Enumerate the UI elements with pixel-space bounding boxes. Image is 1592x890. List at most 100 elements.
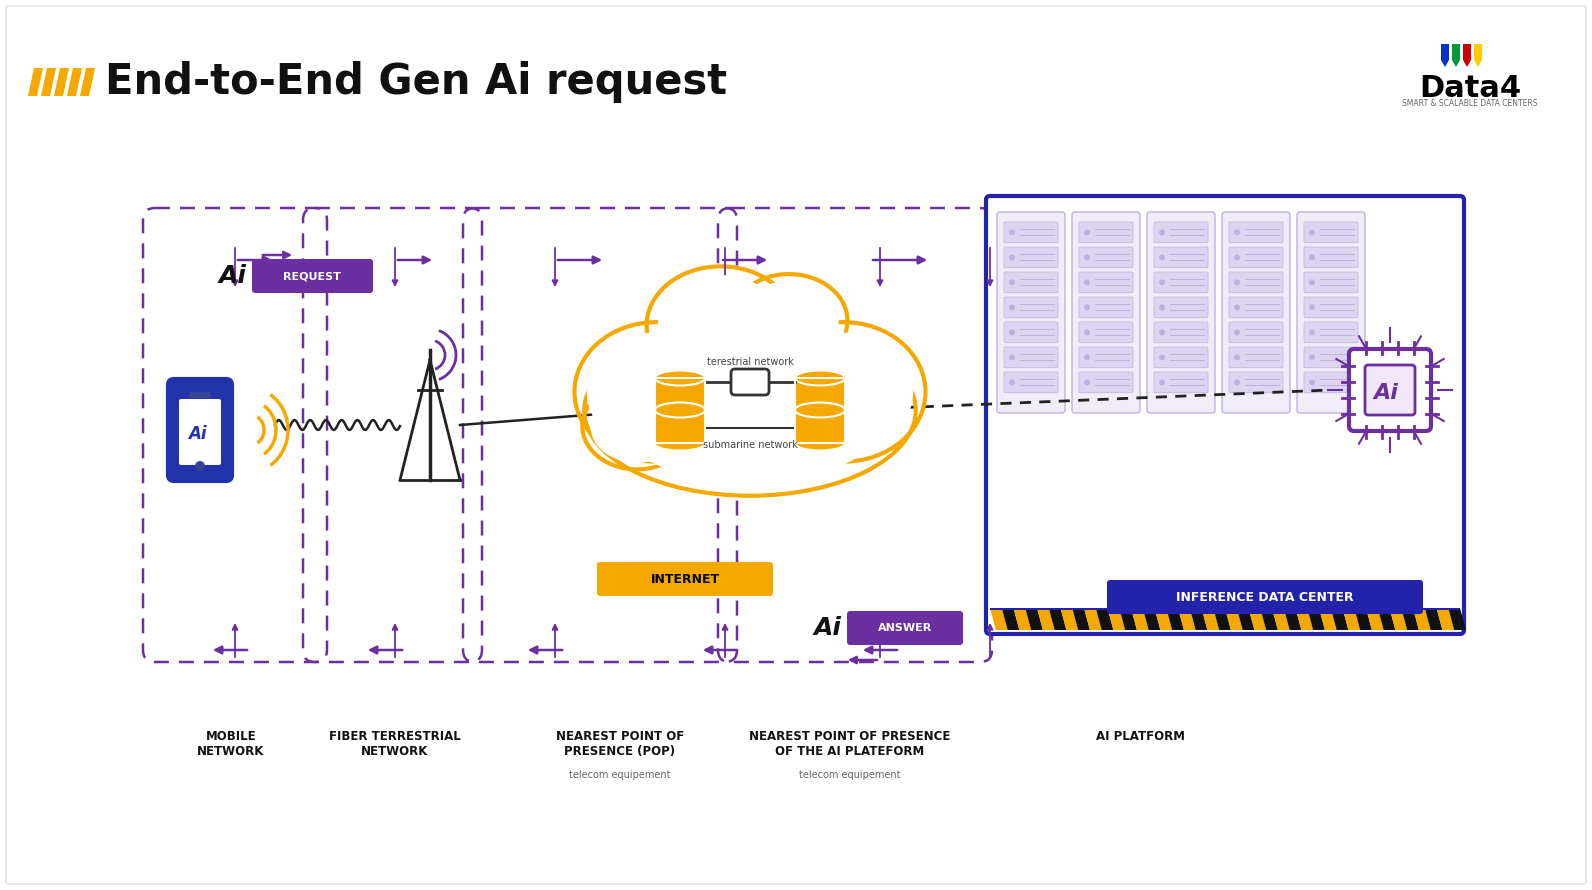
Polygon shape <box>1237 608 1254 630</box>
Ellipse shape <box>780 370 860 450</box>
Polygon shape <box>1213 608 1231 630</box>
Circle shape <box>1309 329 1315 336</box>
FancyBboxPatch shape <box>1146 212 1215 413</box>
Circle shape <box>1234 329 1240 336</box>
Polygon shape <box>1452 60 1460 67</box>
Polygon shape <box>1202 608 1219 630</box>
Circle shape <box>1009 279 1016 286</box>
Polygon shape <box>1355 608 1372 630</box>
Circle shape <box>1234 379 1240 385</box>
FancyBboxPatch shape <box>1304 372 1358 392</box>
Ellipse shape <box>761 322 925 462</box>
Polygon shape <box>1049 608 1067 630</box>
FancyBboxPatch shape <box>1154 372 1208 392</box>
Ellipse shape <box>739 281 839 360</box>
Circle shape <box>1084 304 1091 311</box>
Polygon shape <box>1283 608 1301 630</box>
Polygon shape <box>1320 608 1337 630</box>
Ellipse shape <box>587 333 726 451</box>
Polygon shape <box>1130 608 1148 630</box>
Polygon shape <box>1095 608 1113 630</box>
Ellipse shape <box>584 325 915 496</box>
FancyBboxPatch shape <box>1304 247 1358 268</box>
FancyBboxPatch shape <box>985 196 1465 634</box>
Polygon shape <box>1474 60 1482 67</box>
Polygon shape <box>1436 608 1453 630</box>
Ellipse shape <box>731 274 847 367</box>
FancyBboxPatch shape <box>1005 347 1059 368</box>
Polygon shape <box>1449 608 1466 630</box>
FancyBboxPatch shape <box>1071 212 1140 413</box>
Bar <box>990 608 1460 610</box>
Circle shape <box>1309 279 1315 286</box>
Ellipse shape <box>610 338 892 483</box>
Circle shape <box>1009 354 1016 360</box>
Text: FIBER TERRESTRIAL
NETWORK: FIBER TERRESTRIAL NETWORK <box>330 730 460 758</box>
Polygon shape <box>1261 608 1278 630</box>
Text: terestrial network: terestrial network <box>707 357 793 367</box>
Ellipse shape <box>640 370 720 450</box>
Text: MOBILE
NETWORK: MOBILE NETWORK <box>197 730 264 758</box>
FancyBboxPatch shape <box>1304 322 1358 343</box>
FancyBboxPatch shape <box>1154 222 1208 243</box>
Circle shape <box>1084 379 1091 385</box>
FancyBboxPatch shape <box>1154 297 1208 318</box>
Polygon shape <box>1463 60 1471 67</box>
Circle shape <box>1009 255 1016 261</box>
FancyBboxPatch shape <box>997 212 1065 413</box>
FancyBboxPatch shape <box>1229 322 1283 343</box>
Circle shape <box>1159 255 1165 261</box>
Polygon shape <box>1342 608 1360 630</box>
Circle shape <box>1159 279 1165 286</box>
Polygon shape <box>990 608 1008 630</box>
FancyBboxPatch shape <box>1154 322 1208 343</box>
FancyBboxPatch shape <box>178 399 221 465</box>
Text: Ai: Ai <box>220 264 247 288</box>
Polygon shape <box>1154 608 1172 630</box>
Circle shape <box>1309 230 1315 235</box>
Circle shape <box>1084 279 1091 286</box>
Text: Ai: Ai <box>1374 383 1398 403</box>
FancyBboxPatch shape <box>1304 272 1358 293</box>
Ellipse shape <box>794 402 845 417</box>
FancyBboxPatch shape <box>1079 347 1134 368</box>
FancyBboxPatch shape <box>1229 347 1283 368</box>
Circle shape <box>1009 379 1016 385</box>
FancyBboxPatch shape <box>169 379 232 481</box>
Polygon shape <box>54 68 68 96</box>
Polygon shape <box>1025 608 1043 630</box>
Circle shape <box>194 461 205 471</box>
Text: INTERNET: INTERNET <box>651 572 720 586</box>
Ellipse shape <box>654 434 705 449</box>
Polygon shape <box>1296 608 1313 630</box>
Ellipse shape <box>591 389 683 463</box>
Circle shape <box>1159 230 1165 235</box>
Ellipse shape <box>794 370 845 385</box>
FancyBboxPatch shape <box>252 259 373 293</box>
Bar <box>794 378 845 443</box>
FancyBboxPatch shape <box>1005 372 1059 392</box>
FancyBboxPatch shape <box>1364 365 1415 415</box>
Circle shape <box>1159 304 1165 311</box>
Ellipse shape <box>646 266 794 384</box>
FancyBboxPatch shape <box>731 369 769 395</box>
Polygon shape <box>41 68 56 96</box>
Text: telecom equipement: telecom equipement <box>570 770 670 780</box>
FancyBboxPatch shape <box>1005 322 1059 343</box>
FancyBboxPatch shape <box>1005 247 1059 268</box>
FancyBboxPatch shape <box>1229 222 1283 243</box>
Circle shape <box>1009 230 1016 235</box>
FancyBboxPatch shape <box>1079 372 1134 392</box>
FancyBboxPatch shape <box>1154 272 1208 293</box>
Polygon shape <box>1108 608 1126 630</box>
Circle shape <box>1009 329 1016 336</box>
Circle shape <box>1084 354 1091 360</box>
Polygon shape <box>1167 608 1184 630</box>
Circle shape <box>1234 230 1240 235</box>
Text: ANSWER: ANSWER <box>877 623 933 633</box>
FancyBboxPatch shape <box>189 392 212 398</box>
Polygon shape <box>1441 60 1449 67</box>
Circle shape <box>1309 304 1315 311</box>
Polygon shape <box>1001 608 1019 630</box>
FancyBboxPatch shape <box>1005 222 1059 243</box>
